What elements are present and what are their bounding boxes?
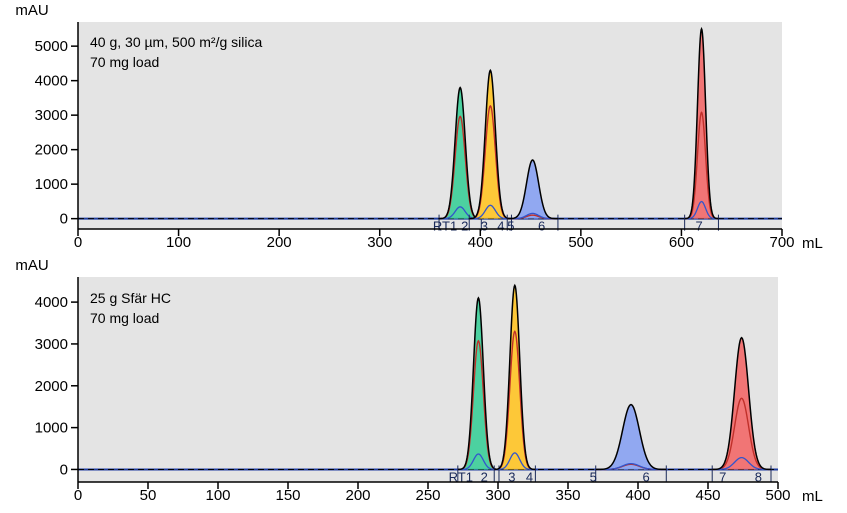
peak-fill — [457, 297, 499, 470]
x-tick-label: 400 — [625, 487, 650, 504]
plot-background — [78, 277, 778, 482]
peak-label-2: 2 — [481, 469, 488, 484]
peak-label-3: 3 — [508, 469, 515, 484]
annotation-line-2: 70 mg load — [90, 54, 159, 70]
chart-panel-2: RT1 2 3 4 5 6 7 8 0 1000 2000 3000 4000 0 50 100 150 200 2… — [15, 257, 823, 505]
x-tick-label: 100 — [205, 487, 230, 504]
peak-label-7: 7 — [696, 219, 703, 234]
x-tick-label: 100 — [166, 234, 191, 251]
blue-trace — [712, 456, 771, 471]
y-tick-label: 3000 — [35, 336, 68, 353]
peak-fill — [507, 160, 558, 219]
peak-fill — [469, 70, 512, 219]
peak-label-3: 3 — [481, 219, 488, 234]
total-trace — [712, 336, 772, 471]
y-tick-label: 1000 — [35, 420, 68, 437]
x-tick-label: 700 — [769, 234, 794, 251]
x-tick-label: 300 — [367, 234, 392, 251]
blue-trace — [595, 462, 667, 471]
x-tick-label: 500 — [568, 234, 593, 251]
x-tick-label: 300 — [485, 487, 510, 504]
y-tick-label: 1000 — [35, 176, 68, 193]
total-trace — [684, 26, 719, 220]
peak-label-5: 5 — [590, 469, 597, 484]
total-trace — [494, 283, 536, 471]
y-tick-label: 0 — [60, 211, 68, 228]
x-axis-label: mL — [802, 488, 823, 505]
peak-label-6: 6 — [538, 219, 545, 234]
chart-panel-1: RT1 2 3 4 5 6 7 0 1000 2000 3000 4000 5000 0 100 200 300… — [15, 2, 823, 252]
plot-background — [78, 22, 782, 229]
x-tick-label: 250 — [415, 487, 440, 504]
peak-label-2: 2 — [461, 219, 468, 234]
y-tick-label: 4000 — [35, 73, 68, 90]
x-tick-label: 0 — [74, 487, 82, 504]
y-axis-label: mAU — [15, 257, 48, 274]
peak-fill — [439, 87, 482, 219]
peak-label-8: 8 — [755, 469, 762, 484]
blue-trace — [494, 452, 536, 471]
peak-label-4: 4 — [497, 219, 504, 234]
y-tick-label: 0 — [60, 461, 68, 478]
blue-trace — [684, 200, 719, 220]
x-tick-label: 200 — [267, 234, 292, 251]
peak-label-7: 7 — [719, 469, 726, 484]
peak-label-5: 5 — [507, 219, 514, 234]
peak-label-RT1: RT1 — [449, 469, 473, 484]
blue-trace — [469, 204, 512, 220]
red-trace — [712, 397, 772, 471]
y-tick-label: 2000 — [35, 142, 68, 159]
peak-fill — [595, 404, 667, 470]
total-trace — [507, 159, 558, 220]
blue-trace — [507, 212, 558, 220]
peak-fill — [712, 337, 771, 470]
x-tick-label: 150 — [275, 487, 300, 504]
annotation-line-2: 70 mg load — [90, 310, 159, 326]
x-tick-label: 350 — [555, 487, 580, 504]
peak-label-RT1: RT1 — [433, 219, 457, 234]
peak-label-6: 6 — [643, 469, 650, 484]
x-tick-label: 450 — [695, 487, 720, 504]
y-tick-label: 2000 — [35, 378, 68, 395]
total-trace — [469, 68, 512, 220]
x-tick-label: 200 — [345, 487, 370, 504]
x-tick-label: 400 — [468, 234, 493, 251]
total-trace — [439, 86, 482, 220]
x-tick-label: 0 — [74, 234, 82, 251]
total-trace — [457, 296, 499, 471]
x-axis-label: mL — [802, 235, 823, 252]
y-tick-label: 4000 — [35, 294, 68, 311]
x-tick-label: 600 — [669, 234, 694, 251]
total-trace — [595, 403, 667, 471]
blue-trace — [457, 453, 499, 471]
y-axis-label: mAU — [15, 2, 48, 19]
annotation-line-1: 40 g, 30 µm, 500 m²/g silica — [90, 34, 262, 50]
peak-fill — [494, 285, 536, 470]
peak-fill — [684, 28, 719, 219]
y-tick-label: 3000 — [35, 107, 68, 124]
x-tick-label: 500 — [765, 487, 790, 504]
y-tick-label: 5000 — [35, 38, 68, 55]
peak-label-4: 4 — [526, 469, 533, 484]
x-tick-label: 50 — [140, 487, 157, 504]
annotation-line-1: 25 g Sfär HC — [90, 290, 171, 306]
